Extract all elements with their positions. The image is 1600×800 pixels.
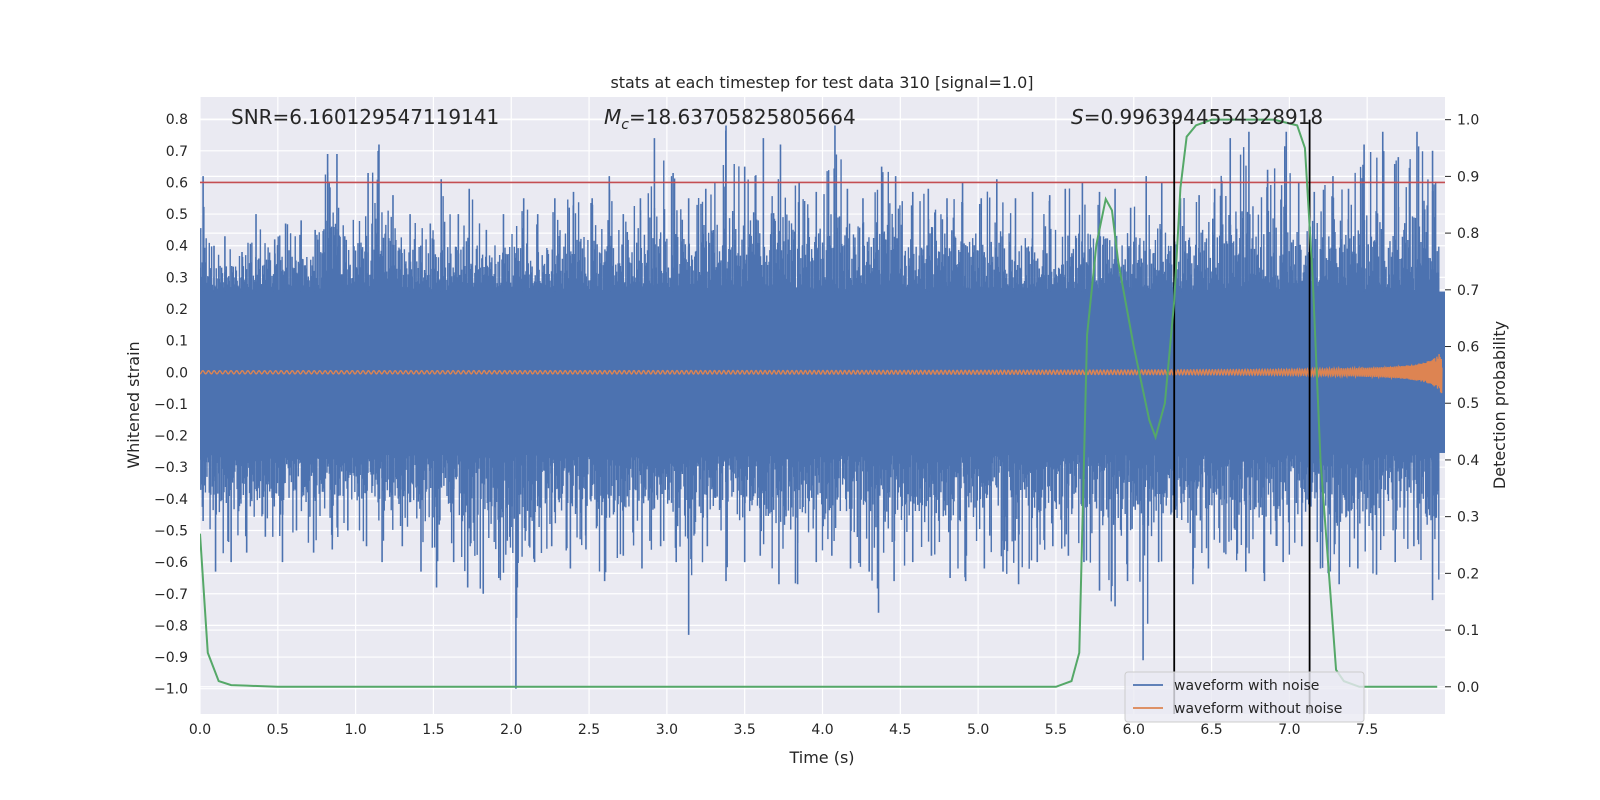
- annotation-score: S=0.9963944554328918: [1071, 105, 1323, 129]
- y-left-tick-label: −0.6: [154, 555, 188, 571]
- legend-label-noisy: waveform with noise: [1174, 678, 1319, 694]
- clean-waveform-line: [200, 354, 1443, 394]
- x-tick-label: 7.5: [1356, 722, 1378, 738]
- x-tick-label: 2.5: [578, 722, 600, 738]
- x-tick-label: 5.0: [967, 722, 989, 738]
- legend: waveform with noise waveform without noi…: [1124, 671, 1365, 723]
- y-left-tick-label: 0.1: [166, 334, 188, 350]
- y-left-tick-label: 0.8: [166, 112, 188, 128]
- annotation-chirp-mass: Mc=18.63705825805664: [604, 105, 856, 133]
- x-axis-ticks: 0.0 0.5 1.0 1.5 2.0 2.5 3.0 3.5 4.0 4.5 5.0 5.5 6.0 6…: [189, 722, 1378, 738]
- annotation-chirp-mass-subscript: c: [621, 117, 629, 133]
- y-left-tick-label: −0.3: [154, 460, 188, 476]
- x-axis-label: Time (s): [788, 748, 854, 767]
- y-left-tick-label: 0.3: [166, 270, 188, 286]
- y-left-tick-label: −0.8: [154, 618, 188, 634]
- y-right-tick-label: 0.4: [1457, 453, 1479, 469]
- y-right-tick-label: 0.2: [1457, 566, 1479, 582]
- y-right-tick-label: 0.8: [1457, 226, 1479, 242]
- x-tick-label: 4.0: [811, 722, 833, 738]
- x-tick-label: 6.5: [1200, 722, 1222, 738]
- y-axis-left-ticks: 0.8 0.7 0.6 0.5 0.4 0.3 0.2 0.1 0.0 −0.1 −0.2 −0.3 −…: [154, 112, 188, 698]
- legend-box: [1124, 671, 1365, 723]
- x-tick-label: 2.0: [500, 722, 522, 738]
- y-right-tick-label: 0.3: [1457, 510, 1479, 526]
- x-tick-label: 7.0: [1278, 722, 1300, 738]
- x-tick-label: 1.5: [422, 722, 444, 738]
- y-right-tick-label: 0.9: [1457, 169, 1479, 185]
- y-left-tick-label: 0.6: [166, 175, 188, 191]
- y-left-tick-label: 0.7: [166, 144, 188, 160]
- annotation-chirp-mass-value: =18.63705825805664: [629, 105, 856, 129]
- y-right-tick-label: 0.6: [1457, 340, 1479, 356]
- y-right-tick-label: 0.7: [1457, 283, 1479, 299]
- chart-title: stats at each timestep for test data 310…: [610, 73, 1033, 92]
- series-detection-probability: [200, 118, 1438, 688]
- y-left-tick-label: −0.1: [154, 397, 188, 413]
- y-right-tick-label: 0.5: [1457, 396, 1479, 412]
- x-tick-label: 5.5: [1045, 722, 1067, 738]
- y-left-tick-label: 0.4: [166, 239, 188, 255]
- x-tick-label: 0.5: [267, 722, 289, 738]
- legend-label-clean: waveform without noise: [1174, 701, 1342, 717]
- x-tick-label: 0.0: [189, 722, 211, 738]
- y-axis-right-label: Detection probability: [1490, 321, 1509, 489]
- x-tick-label: 1.0: [344, 722, 366, 738]
- annotation-chirp-mass-symbol: M: [604, 105, 621, 129]
- x-tick-label: 3.0: [656, 722, 678, 738]
- y-right-tick-label: 1.0: [1457, 113, 1479, 129]
- y-left-tick-label: −0.4: [154, 492, 188, 508]
- y-left-tick-label: 0.0: [166, 365, 188, 381]
- x-tick-label: 6.0: [1123, 722, 1145, 738]
- y-right-tick-label: 0.1: [1457, 623, 1479, 639]
- y-left-tick-label: −0.9: [154, 650, 188, 666]
- series-waveform-without-noise: [200, 354, 1443, 394]
- y-left-tick-label: −0.2: [154, 429, 188, 445]
- y-left-tick-label: −1.0: [154, 682, 188, 698]
- annotation-score-value: =0.9963944554328918: [1084, 105, 1323, 129]
- y-left-tick-label: −0.7: [154, 587, 188, 603]
- y-right-tick-label: 0.0: [1457, 680, 1479, 696]
- detection-probability-line: [200, 118, 1438, 688]
- annotation-score-symbol: S: [1071, 105, 1084, 129]
- y-left-tick-label: −0.5: [154, 523, 188, 539]
- annotation-snr: SNR=6.160129547119141: [231, 105, 499, 129]
- x-tick-label: 3.5: [734, 722, 756, 738]
- y-left-tick-label: 0.5: [166, 207, 188, 223]
- y-axis-right-ticks: 1.0 0.9 0.8 0.7 0.6 0.5 0.4 0.3 0.2 0.1 0.0: [1445, 113, 1479, 696]
- y-left-tick-label: 0.2: [166, 302, 188, 318]
- x-tick-label: 4.5: [889, 722, 911, 738]
- y-axis-left-label: Whitened strain: [124, 341, 143, 468]
